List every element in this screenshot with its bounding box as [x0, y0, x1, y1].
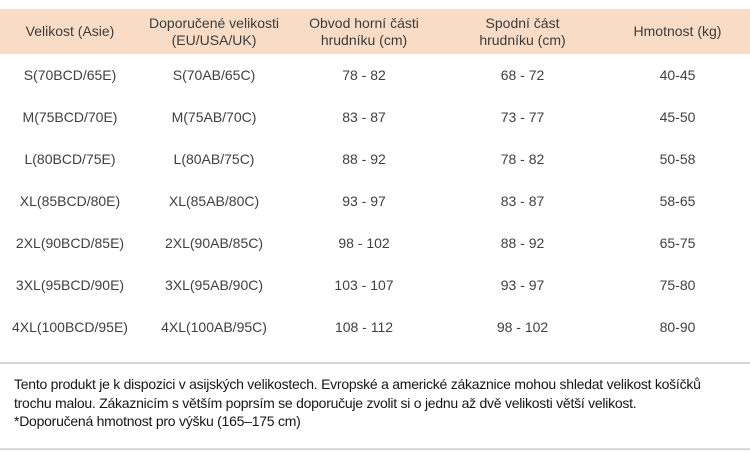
cell-upper-bust: 78 - 82 [342, 67, 386, 83]
cell-weight: 80-90 [659, 319, 696, 335]
cell-weight: 45-50 [659, 109, 696, 125]
cell-under-bust: 88 - 92 [500, 235, 545, 251]
cell-weight: 75-80 [659, 277, 696, 293]
cell-under-bust: 83 - 87 [500, 193, 545, 209]
size-table-body: S(70BCD/65E) S(70AB/65C) 78 - 82 68 - 72… [0, 54, 750, 348]
cell-upper-bust: 108 - 112 [334, 319, 394, 335]
cell-weight: 50-58 [659, 151, 696, 167]
cell-recommended-size: M(75AB/70C) [171, 109, 257, 125]
cell-recommended-size: 2XL(90AB/85C) [164, 235, 264, 251]
cell-under-bust: 78 - 82 [500, 151, 545, 167]
cell-recommended-size: 3XL(95AB/90C) [164, 277, 264, 293]
cell-size-asia: L(80BCD/75E) [24, 151, 116, 167]
header-size-asia: Velikost (Asie) [0, 9, 140, 54]
cell-upper-bust: 88 - 92 [342, 151, 386, 167]
table-row: S(70BCD/65E) S(70AB/65C) 78 - 82 68 - 72… [0, 54, 750, 96]
cell-upper-bust: 103 - 107 [334, 277, 394, 293]
divider-top [0, 362, 750, 364]
table-row: M(75BCD/70E) M(75AB/70C) 83 - 87 73 - 77… [0, 96, 750, 138]
cell-recommended-size: S(70AB/65C) [172, 67, 256, 83]
cell-under-bust: 73 - 77 [500, 109, 545, 125]
note-line-2: trochu malou. Zákaznicím s větším poprsí… [14, 394, 637, 411]
cell-weight: 40-45 [659, 67, 696, 83]
cell-recommended-size: L(80AB/75C) [173, 151, 255, 167]
header-row: Velikost (Asie) Doporučené velikosti (EU… [0, 9, 750, 54]
cell-size-asia: S(70BCD/65E) [23, 67, 117, 83]
cell-recommended-size: XL(85AB/80C) [168, 193, 260, 209]
header-upper-bust: Obvod horní části hrudníku (cm) [288, 9, 440, 54]
header-under-bust: Spodní část hrudníku (cm) [440, 9, 605, 54]
header-line: (EU/USA/UK) [171, 31, 257, 48]
cell-weight: 65-75 [659, 235, 696, 251]
cell-upper-bust: 93 - 97 [342, 193, 386, 209]
header-weight: Hmotnost (kg) [605, 9, 750, 54]
cell-size-asia: 2XL(90BCD/85E) [15, 235, 125, 251]
table-row: 4XL(100BCD/95E) 4XL(100AB/95C) 108 - 112… [0, 306, 750, 348]
cell-under-bust: 93 - 97 [500, 277, 545, 293]
cell-size-asia: XL(85BCD/80E) [19, 193, 121, 209]
table-row: 3XL(95BCD/90E) 3XL(95AB/90C) 103 - 107 9… [0, 264, 750, 306]
size-table: Velikost (Asie) Doporučené velikosti (EU… [0, 9, 750, 348]
header-line: hrudníku (cm) [320, 31, 408, 48]
header-line: hrudníku (cm) [479, 31, 566, 48]
table-row: 2XL(90BCD/85E) 2XL(90AB/85C) 98 - 102 88… [0, 222, 750, 264]
note-line-3: *Doporučená hmotnost pro výšku (165–175 … [14, 413, 301, 429]
cell-size-asia: 4XL(100BCD/95E) [12, 319, 128, 335]
cell-under-bust: 98 - 102 [496, 319, 549, 335]
header-line: Spodní část [485, 14, 560, 31]
divider-bottom [0, 447, 750, 450]
cell-under-bust: 68 - 72 [500, 67, 545, 83]
table-row: XL(85BCD/80E) XL(85AB/80C) 93 - 97 83 - … [0, 180, 750, 222]
size-table-header: Velikost (Asie) Doporučené velikosti (EU… [0, 9, 750, 54]
cell-upper-bust: 98 - 102 [338, 235, 390, 251]
cell-recommended-size: 4XL(100AB/95C) [161, 319, 267, 335]
cell-upper-bust: 83 - 87 [342, 109, 386, 125]
header-line: Hmotnost (kg) [633, 23, 722, 39]
table-row: L(80BCD/75E) L(80AB/75C) 88 - 92 78 - 82… [0, 138, 750, 180]
cell-weight: 58-65 [659, 193, 696, 209]
header-line: Velikost (Asie) [25, 23, 115, 39]
header-recommended-size: Doporučené velikosti (EU/USA/UK) [140, 9, 288, 54]
header-line: Obvod horní části [309, 14, 419, 31]
cell-size-asia: M(75BCD/70E) [22, 109, 118, 125]
size-note: Tento produkt je k dispozici v asijských… [14, 375, 750, 431]
cell-size-asia: 3XL(95BCD/90E) [15, 277, 125, 293]
note-line-1: Tento produkt je k dispozici v asijských… [14, 376, 701, 392]
header-line: Doporučené velikosti [149, 14, 279, 31]
